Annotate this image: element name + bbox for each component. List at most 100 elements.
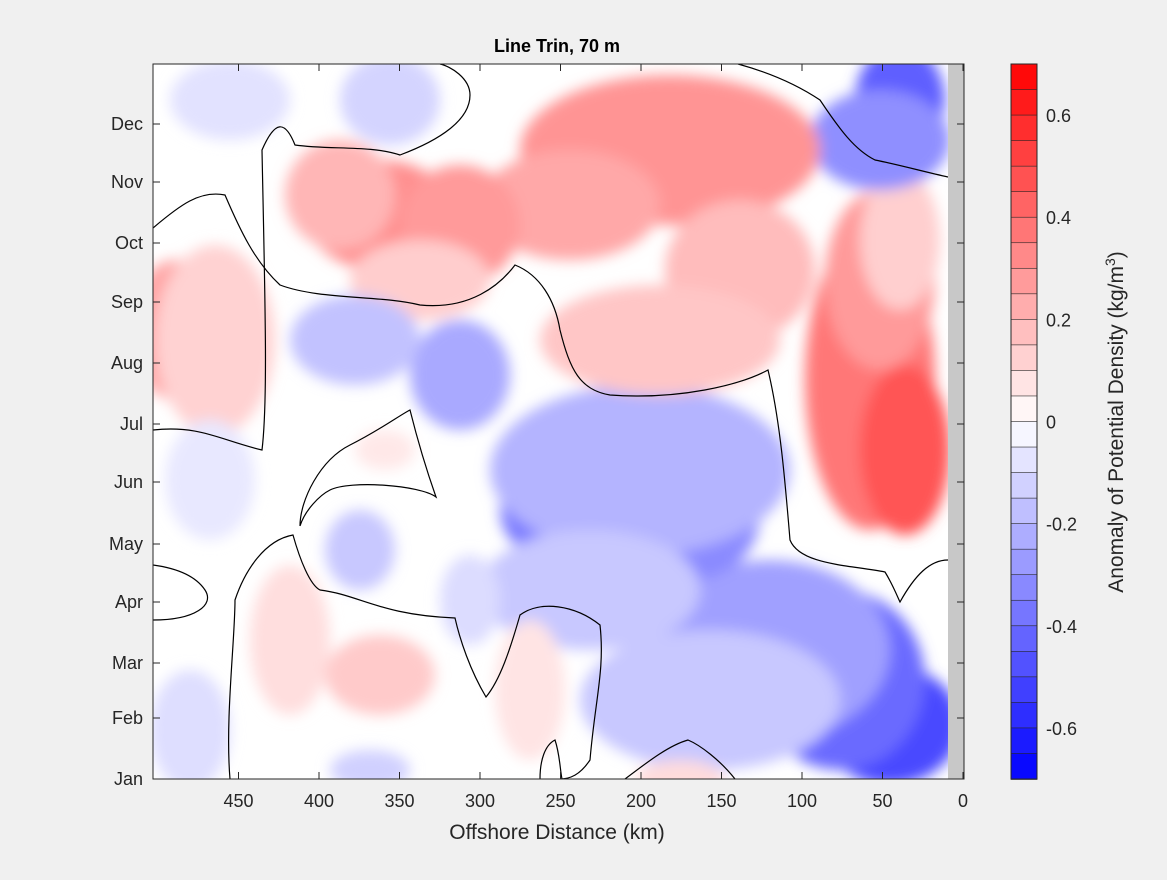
colorbar-segment	[1010, 625, 1038, 653]
colorbar-tick-label: -0.2	[1046, 515, 1077, 535]
colorbar-segment	[1010, 140, 1038, 167]
field-patch	[495, 620, 565, 760]
colorbar-label: Anomaly of Potential Density (kg/m3)	[1102, 251, 1128, 593]
colorbar-segment	[1010, 651, 1038, 678]
field-patch	[440, 555, 500, 645]
field-patch	[540, 285, 780, 395]
x-tick-label: 150	[706, 791, 736, 811]
colorbar-label-close: )	[1105, 251, 1128, 258]
colorbar-segment	[1010, 676, 1038, 704]
colorbar-tick-label: -0.4	[1046, 617, 1077, 637]
colorbar-segment	[1010, 216, 1038, 244]
y-tick-label: Apr	[115, 592, 143, 612]
field-patch	[860, 365, 948, 535]
colorbar-label-superscript: 3	[1102, 258, 1118, 266]
zero-contour	[228, 534, 602, 779]
zero-contour	[624, 739, 736, 779]
field-patch	[480, 150, 660, 260]
colorbar-tick-label: 0.4	[1046, 208, 1071, 228]
colorbar-segment	[1010, 319, 1038, 346]
colorbar-segment	[1010, 370, 1038, 397]
y-tick-label: May	[109, 534, 143, 554]
plot-frame	[152, 63, 965, 780]
colorbar-tick-label: 0.6	[1046, 106, 1071, 126]
field-patch	[410, 320, 510, 430]
y-tick-label: Dec	[111, 114, 143, 134]
colorbar-segment	[1010, 753, 1038, 780]
x-tick-label: 300	[465, 791, 495, 811]
field-patch	[325, 635, 435, 715]
field-patch	[170, 64, 290, 140]
field-patch	[340, 64, 440, 145]
colorbar-segment	[1010, 114, 1038, 142]
colorbar-segment	[1010, 574, 1038, 602]
field-patch	[325, 510, 395, 590]
x-tick-label: 50	[872, 791, 892, 811]
zero-contour	[737, 64, 948, 178]
field-patch	[285, 140, 395, 250]
field-patch	[490, 385, 790, 555]
colorbar-frame	[1010, 63, 1038, 780]
field-patch	[480, 530, 700, 650]
field-patch	[355, 430, 415, 470]
colorbar-segment	[1010, 63, 1038, 91]
y-tick-label: Mar	[112, 653, 143, 673]
x-tick-label: 200	[626, 791, 656, 811]
plot-right-gray-strip	[948, 64, 964, 779]
colorbar-segment	[1010, 472, 1038, 499]
colorbar-segment	[1010, 293, 1038, 321]
zero-contour	[299, 409, 438, 527]
field-patch	[635, 760, 725, 779]
zero-contour	[539, 739, 563, 779]
x-tick-label: 0	[958, 791, 968, 811]
y-axis-ticks: Jan Feb Mar Apr May Jun Jul Aug Sep Oct Nov Dec	[109, 114, 964, 789]
colorbar-tick-label: -0.6	[1046, 719, 1077, 739]
colorbar-segment	[1010, 548, 1038, 576]
colorbar-label-text: Anomaly of Potential Density (kg/m	[1105, 266, 1128, 593]
colorbar-segment	[1010, 89, 1038, 116]
colorbar-segment	[1010, 267, 1038, 295]
colorbar-segment	[1010, 702, 1038, 729]
field-patch	[860, 170, 940, 310]
y-tick-label: Feb	[112, 708, 143, 728]
y-tick-label: Jan	[114, 769, 143, 789]
zero-contour	[153, 564, 209, 621]
field-patch	[290, 295, 420, 385]
colorbar-segment	[1010, 191, 1038, 219]
zero-contour	[153, 193, 948, 604]
colorbar-segment	[1010, 497, 1038, 525]
field-patch	[165, 420, 255, 540]
x-tick-label: 400	[304, 791, 334, 811]
x-tick-label: 250	[545, 791, 575, 811]
colorbar-segment	[1010, 446, 1038, 474]
colorbar-segment	[1010, 395, 1038, 423]
x-tick-label: 100	[787, 791, 817, 811]
field-patch	[580, 630, 840, 770]
y-tick-label: Jul	[120, 414, 143, 434]
field-patch	[153, 670, 230, 779]
colorbar-segment	[1010, 344, 1038, 372]
x-tick-label: 350	[384, 791, 414, 811]
density-anomaly-field	[153, 64, 948, 779]
y-tick-label: Jun	[114, 472, 143, 492]
y-tick-label: Nov	[111, 172, 143, 192]
field-patch	[810, 90, 948, 190]
colorbar-tick-label: 0	[1046, 413, 1056, 433]
y-tick-label: Oct	[115, 233, 143, 253]
x-axis-label: Offshore Distance (km)	[449, 821, 665, 844]
colorbar-segment	[1010, 421, 1038, 448]
x-axis-ticks: 450 400 350 300 250 200 150 100 50 0	[223, 64, 968, 811]
colorbar-segment	[1010, 599, 1038, 627]
colorbar-segment	[1010, 242, 1038, 270]
colorbar-tick-label: 0.2	[1046, 310, 1071, 330]
field-patch	[330, 750, 410, 779]
field-patch	[155, 245, 275, 435]
y-tick-label: Sep	[111, 292, 143, 312]
colorbar-segment	[1010, 523, 1038, 550]
zero-contour-lines	[153, 64, 948, 779]
y-tick-label: Aug	[111, 353, 143, 373]
zero-contour	[153, 64, 471, 451]
colorbar-segment	[1010, 727, 1038, 755]
